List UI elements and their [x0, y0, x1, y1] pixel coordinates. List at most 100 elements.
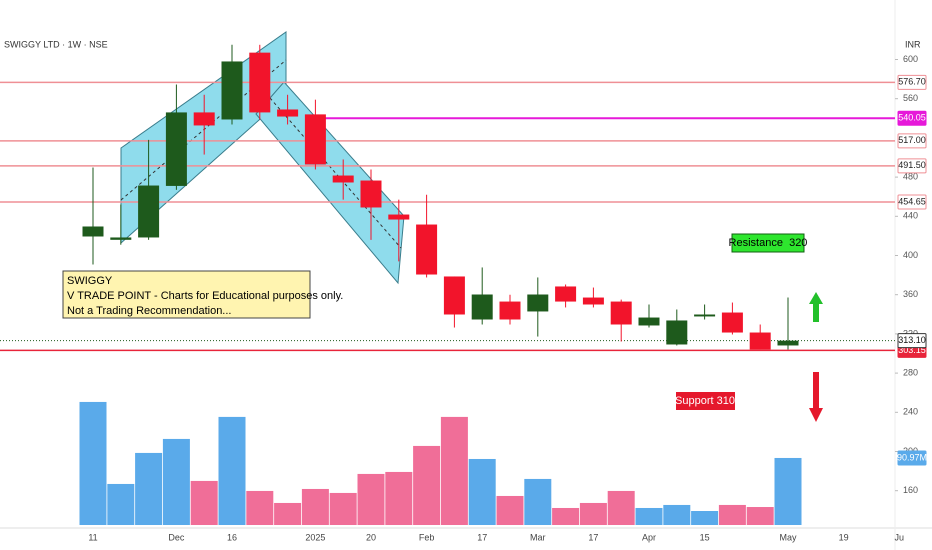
candle-body — [443, 276, 465, 315]
candle-body — [82, 226, 104, 237]
down-arrow — [809, 372, 823, 422]
level-label: 491.50 — [898, 160, 926, 170]
volume-label-box — [897, 450, 927, 466]
volume-bar — [218, 416, 246, 525]
candle-body — [416, 224, 438, 275]
note-box — [62, 270, 311, 319]
note-line: V TRADE POINT - Charts for Educational p… — [67, 290, 343, 302]
up-arrow — [809, 292, 823, 322]
volume-bar — [107, 483, 135, 525]
last-price-label-box — [897, 333, 927, 349]
level-label-box — [897, 74, 927, 90]
level-label: 517.00 — [898, 135, 926, 145]
volume-bar — [190, 480, 218, 525]
support-label: Support 310 — [675, 395, 735, 407]
volume-bar — [496, 495, 524, 525]
candle-body — [165, 112, 187, 186]
volume-bar — [663, 504, 691, 525]
candle-body — [610, 301, 632, 325]
candle-body — [471, 294, 493, 320]
currency: INR — [905, 39, 921, 49]
x-tick-label: Apr — [642, 532, 656, 542]
x-tick-label: 19 — [839, 532, 849, 542]
level-label: 576.70 — [898, 77, 926, 87]
candle-body — [638, 317, 660, 326]
resistance-box — [731, 233, 805, 253]
x-tick-label: Dec — [168, 532, 185, 542]
y-tick-label: 360 — [903, 289, 918, 299]
x-tick-label: 17 — [588, 532, 598, 542]
candle-body — [666, 320, 688, 345]
x-tick-label: Mar — [530, 532, 546, 542]
last-price-label: 313.10 — [898, 335, 926, 345]
x-tick-label: 15 — [700, 532, 710, 542]
volume-bar — [329, 492, 357, 525]
y-tick-label: 600 — [903, 54, 918, 64]
x-tick-label: 20 — [366, 532, 376, 542]
volume-bar — [357, 473, 385, 525]
candle-body — [555, 286, 577, 302]
y-tick-label: 160 — [903, 485, 918, 495]
candle-body — [304, 114, 326, 165]
volume-bar — [468, 458, 496, 525]
candle-body — [582, 297, 604, 305]
y-tick-label: 480 — [903, 171, 918, 181]
candle-body — [499, 301, 521, 320]
candle-body — [388, 214, 410, 220]
y-tick-label: 400 — [903, 250, 918, 260]
note-line: SWIGGY — [67, 275, 113, 287]
volume-bar — [774, 457, 802, 525]
volume-bar — [691, 511, 719, 525]
candle-body — [721, 312, 743, 333]
volume-bar — [162, 438, 190, 525]
volume-bar — [79, 401, 107, 525]
support-box — [676, 392, 735, 410]
volume-bar — [385, 471, 413, 525]
candle-body — [360, 180, 382, 208]
y-tick-label: 440 — [903, 211, 918, 221]
note-line: Not a Trading Recommendation... — [67, 305, 231, 317]
resistance-label: Resistance 320 — [729, 237, 808, 249]
candle-body — [110, 237, 132, 240]
volume-bar — [746, 507, 774, 525]
volume-bar — [135, 452, 163, 525]
level-label-box — [897, 133, 927, 149]
volume-bar — [440, 416, 468, 525]
level-label: 454.65 — [898, 196, 926, 206]
y-tick-label: 280 — [903, 367, 918, 377]
candle-body — [277, 109, 299, 117]
x-tick-label: Feb — [419, 532, 435, 542]
level-label: 540.05 — [898, 113, 926, 123]
candle-body — [777, 340, 799, 346]
volume-bar — [524, 478, 552, 525]
volume-bar — [413, 445, 441, 525]
candle-body — [138, 185, 160, 238]
x-tick-label: May — [779, 532, 797, 542]
volume-bar — [718, 504, 746, 525]
volume-bar — [552, 507, 580, 525]
candle-body — [749, 332, 771, 350]
candle-body — [332, 175, 354, 183]
x-tick-label: 11 — [88, 532, 97, 542]
level-label-box — [897, 110, 927, 126]
volume-bar — [635, 507, 663, 525]
chart-title: SWIGGY LTD · 1W · NSE — [4, 39, 108, 49]
y-tick-label: 240 — [903, 407, 918, 417]
x-tick-label: Ju — [894, 532, 904, 542]
level-label: 303.15 — [898, 345, 926, 355]
candle-body — [527, 294, 549, 312]
y-tick-label: 560 — [903, 93, 918, 103]
x-tick-label: 16 — [227, 532, 237, 542]
volume-bar — [274, 502, 302, 525]
candle-body — [193, 112, 215, 126]
level-label-box — [897, 158, 927, 174]
candle-body — [249, 52, 271, 113]
level-label-box — [897, 194, 927, 210]
volume-bar — [301, 488, 329, 525]
candle-body — [221, 61, 243, 120]
x-tick-label: 17 — [477, 532, 487, 542]
candle-body — [694, 314, 716, 317]
volume-bar — [246, 490, 274, 525]
volume-bar — [607, 490, 635, 525]
